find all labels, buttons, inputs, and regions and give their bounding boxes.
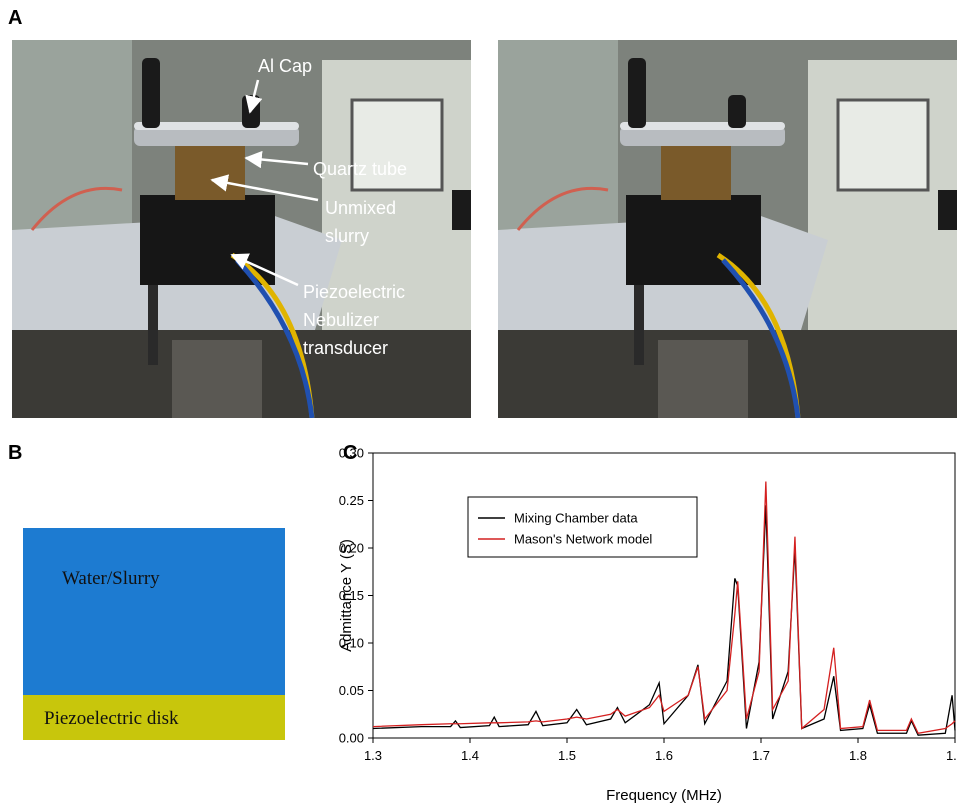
annotation-line: transducer — [303, 338, 388, 358]
plot-frame — [372, 452, 956, 739]
legend-label: Mason's Network model — [514, 532, 652, 547]
y-tick-label: 0.00 — [339, 731, 364, 746]
legend-box — [467, 496, 698, 558]
photo — [12, 40, 471, 418]
disk-layer — [23, 695, 285, 740]
x-tick-label: 1.4 — [461, 748, 479, 763]
annotation-line: Unmixed — [325, 198, 396, 218]
annotation: Piezoelectric Nebulizer transducer — [303, 282, 405, 358]
panel-label: A — [8, 7, 22, 29]
annotation-arrows — [210, 79, 319, 287]
y-tick-label: 0.20 — [339, 541, 364, 556]
x-tick-label: 1.9 — [946, 748, 957, 763]
annotation: Quartz tube — [313, 159, 407, 179]
annotation: Unmixed slurry — [325, 198, 396, 246]
y-axis-label: Admittance Y (S) — [338, 539, 355, 652]
annotation-line: Piezoelectric — [303, 282, 405, 302]
y-tick-label: 0.30 — [339, 446, 364, 461]
x-tick-label: 1.8 — [849, 748, 867, 763]
water-layer — [23, 528, 285, 695]
x-axis-label: Frequency (MHz) — [606, 787, 722, 804]
photo — [498, 40, 957, 418]
y-tick-label: 0.05 — [339, 683, 364, 698]
series-line — [373, 481, 956, 734]
x-tick-label: 1.3 — [364, 748, 382, 763]
y-tick-label: 0.25 — [339, 493, 364, 508]
y-tick-label: 0.10 — [339, 636, 364, 651]
panel-label: B — [8, 442, 22, 464]
legend-label: Mixing Chamber data — [514, 511, 638, 526]
chart: 0.00 0.05 0.10 0.15 0.20 0.25 0.30 1.3 1.4 1.5 1.6… — [338, 446, 957, 805]
x-tick-label: 1.5 — [558, 748, 576, 763]
annotation-line: Quartz tube — [313, 159, 407, 179]
x-tick-label: 1.6 — [655, 748, 673, 763]
annotation-line: slurry — [325, 226, 369, 246]
annotation-line: Nebulizer — [303, 310, 379, 330]
panel-label: C — [343, 442, 357, 464]
layer-label: Water/Slurry — [62, 568, 160, 589]
series-line — [373, 505, 956, 736]
x-tick-label: 1.7 — [752, 748, 770, 763]
annotation-line: Al Cap — [258, 56, 312, 76]
annotation: Al Cap — [258, 56, 312, 76]
y-tick-label: 0.15 — [339, 588, 364, 603]
layer-label: Piezoelectric disk — [44, 708, 179, 729]
